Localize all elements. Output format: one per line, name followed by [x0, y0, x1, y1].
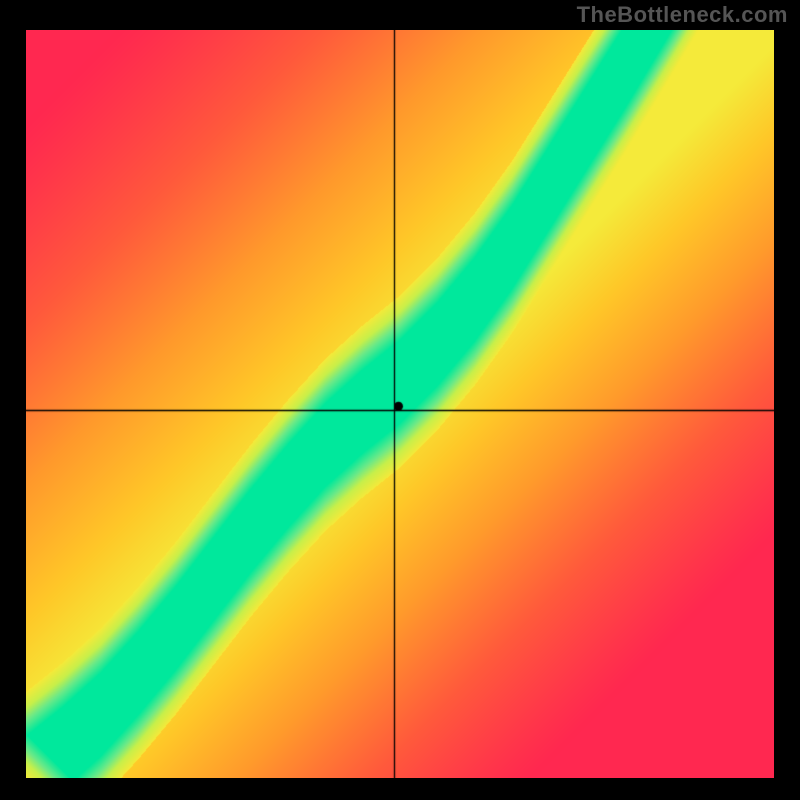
- attribution-text: TheBottleneck.com: [577, 2, 788, 28]
- chart-frame: TheBottleneck.com: [0, 0, 800, 800]
- bottleneck-heatmap: [26, 30, 774, 778]
- heatmap-canvas: [26, 30, 774, 778]
